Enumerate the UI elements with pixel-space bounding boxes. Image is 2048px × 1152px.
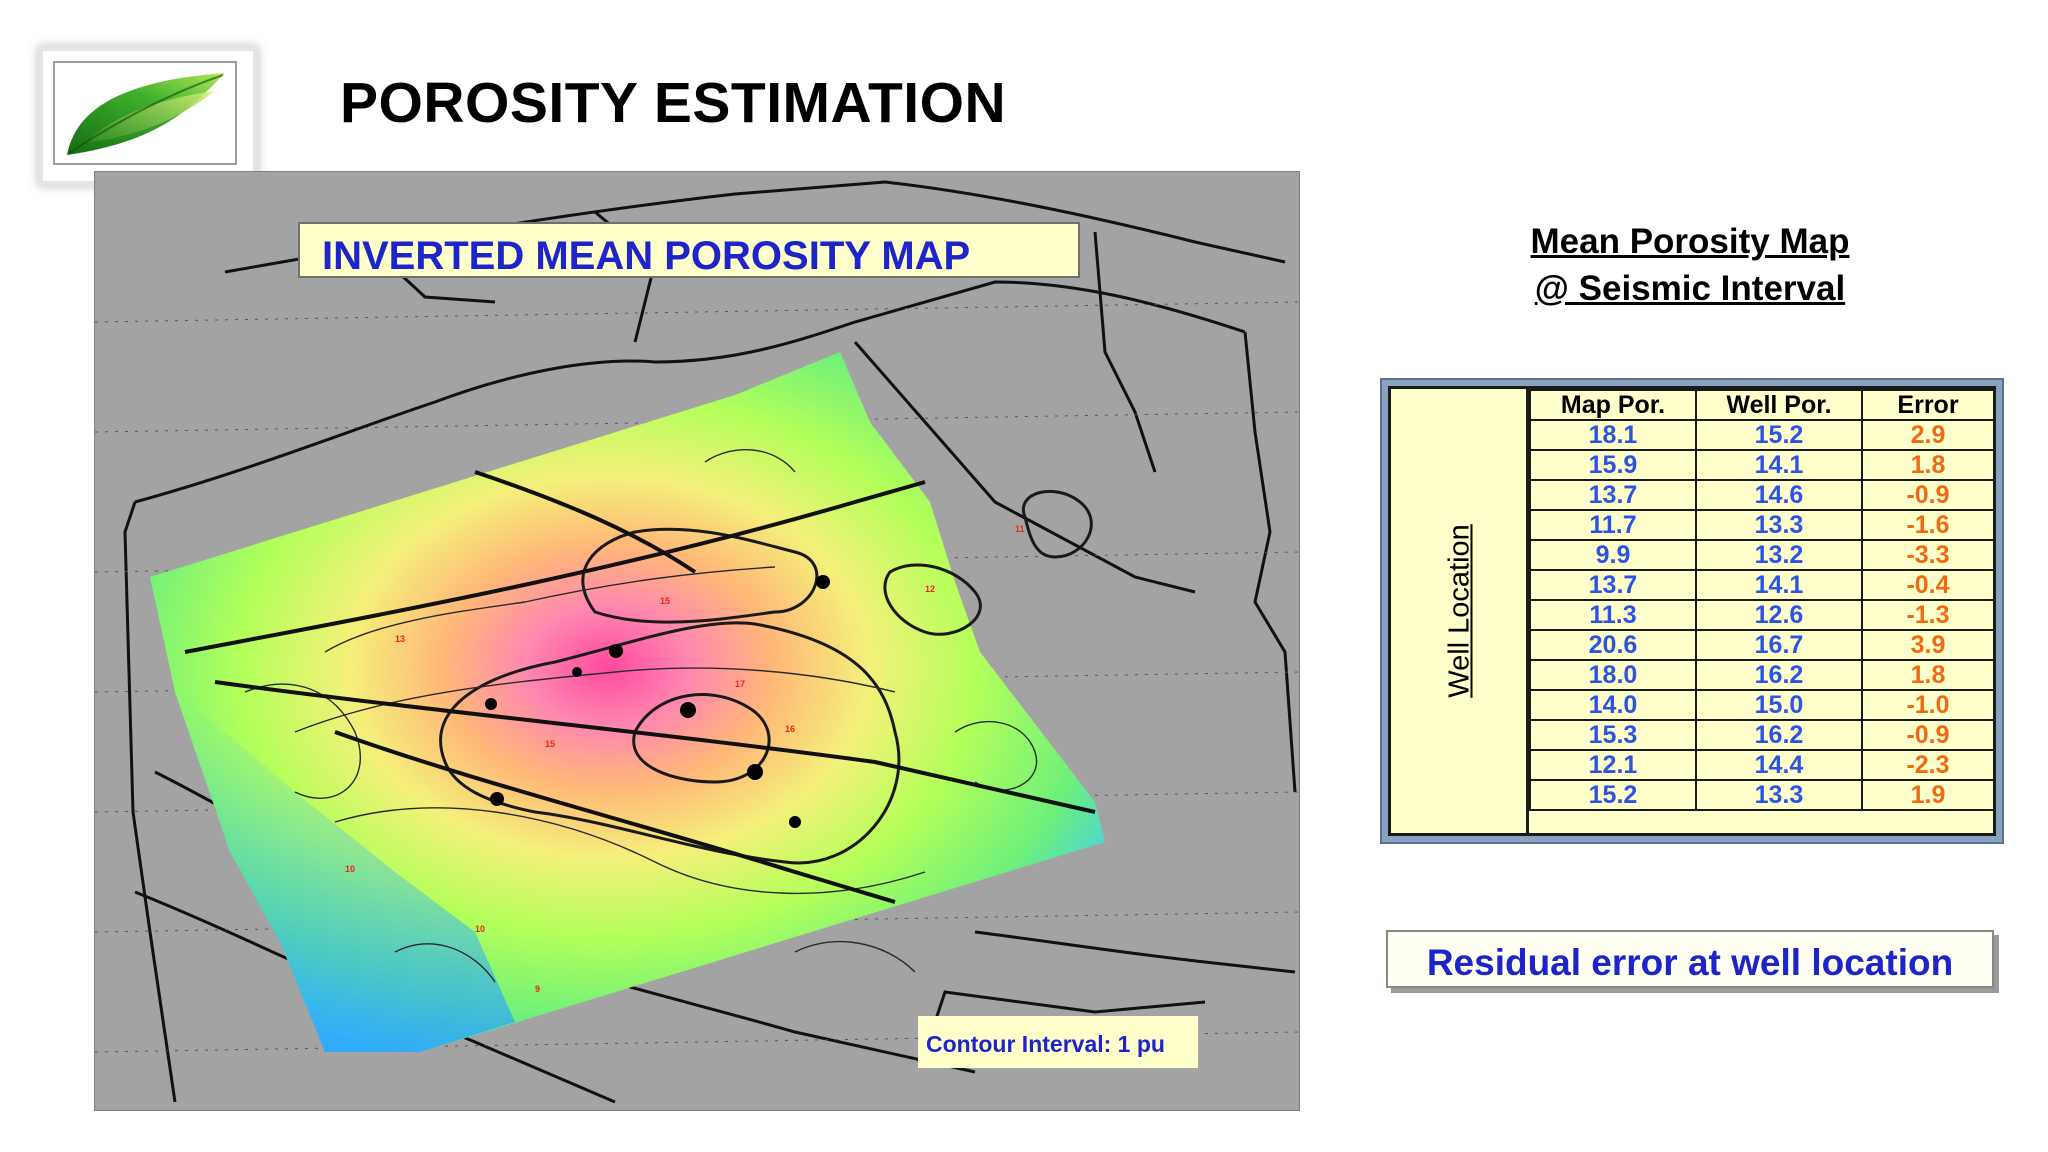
error-cell: -1.3	[1861, 599, 1995, 631]
table-row: 11.7 13.3 -1.6	[1529, 509, 1995, 541]
company-logo	[38, 46, 258, 186]
logo-frame	[53, 61, 237, 165]
table-row: 18.0 16.2 1.8	[1529, 659, 1995, 691]
residual-error-box: Residual error at well location	[1386, 930, 1994, 988]
map-title-box: INVERTED MEAN POROSITY MAP	[298, 222, 1080, 278]
table-row: 9.9 13.2 -3.3	[1529, 539, 1995, 571]
well-porosity-cell: 13.3	[1695, 509, 1863, 541]
svg-text:13: 13	[395, 634, 405, 644]
well-porosity-cell: 13.3	[1695, 779, 1863, 811]
table-row: 13.7 14.6 -0.9	[1529, 479, 1995, 511]
svg-text:10: 10	[475, 924, 485, 934]
side-title-line2: @ Seismic Interval	[1534, 269, 1846, 308]
well-location-cell: Well Location	[1391, 389, 1529, 833]
porosity-map-graphic: 15 17 16 15 12 11 13 10 9 10	[95, 180, 1299, 1104]
map-porosity-cell: 9.9	[1529, 539, 1697, 571]
svg-text:15: 15	[545, 739, 555, 749]
table-row: 20.6 16.7 3.9	[1529, 629, 1995, 661]
leaf-icon	[67, 73, 225, 155]
header-well-porosity: Well Por.	[1695, 389, 1863, 421]
table-row: 15.3 16.2 -0.9	[1529, 719, 1995, 751]
residual-error-label: Residual error at well location	[1426, 942, 1954, 983]
error-cell: -0.4	[1861, 569, 1995, 601]
error-cell: 2.9	[1861, 419, 1995, 451]
porosity-table-frame: Well Location Map Por. Well Por. Error 1…	[1380, 378, 2004, 844]
table-row: 18.1 15.2 2.9	[1529, 419, 1995, 451]
table-row: 12.1 14.4 -2.3	[1529, 749, 1995, 781]
map-porosity-cell: 15.2	[1529, 779, 1697, 811]
map-porosity-cell: 20.6	[1529, 629, 1697, 661]
porosity-data-table: Map Por. Well Por. Error 18.1 15.2 2.9 15.9…	[1529, 389, 1995, 811]
svg-text:15: 15	[660, 596, 670, 606]
side-title-line1: Mean Porosity Map	[1530, 222, 1850, 261]
svg-text:11: 11	[1015, 524, 1025, 534]
porosity-map-panel: 15 17 16 15 12 11 13 10 9 10	[94, 171, 1300, 1111]
side-panel-title: Mean Porosity Map @ Seismic Interval	[1470, 218, 1910, 312]
error-cell: 1.8	[1861, 449, 1995, 481]
error-cell: -0.9	[1861, 479, 1995, 511]
map-porosity-cell: 15.9	[1529, 449, 1697, 481]
map-porosity-cell: 13.7	[1529, 479, 1697, 511]
map-porosity-cell: 14.0	[1529, 689, 1697, 721]
well-porosity-cell: 16.2	[1695, 719, 1863, 751]
well-porosity-cell: 16.2	[1695, 659, 1863, 691]
map-porosity-cell: 11.7	[1529, 509, 1697, 541]
well-porosity-cell: 15.2	[1695, 419, 1863, 451]
map-porosity-cell: 11.3	[1529, 599, 1697, 631]
error-cell: 3.9	[1861, 629, 1995, 661]
error-cell: -1.0	[1861, 689, 1995, 721]
error-cell: -0.9	[1861, 719, 1995, 751]
svg-text:10: 10	[345, 864, 355, 874]
table-row: 14.0 15.0 -1.0	[1529, 689, 1995, 721]
map-porosity-cell: 18.0	[1529, 659, 1697, 691]
well-porosity-cell: 14.1	[1695, 569, 1863, 601]
header-map-porosity: Map Por.	[1529, 389, 1697, 421]
table-row: 15.9 14.1 1.8	[1529, 449, 1995, 481]
porosity-table: Well Location Map Por. Well Por. Error 1…	[1388, 386, 1996, 836]
table-row: 13.7 14.1 -0.4	[1529, 569, 1995, 601]
svg-text:16: 16	[785, 724, 795, 734]
well-porosity-cell: 14.6	[1695, 479, 1863, 511]
header-error: Error	[1861, 389, 1995, 421]
error-cell: -3.3	[1861, 539, 1995, 571]
page-title: POROSITY ESTIMATION	[340, 71, 1007, 135]
contour-interval-box: Contour Interval: 1 pu	[918, 1016, 1198, 1068]
svg-text:12: 12	[925, 584, 935, 594]
contour-interval-label: Contour Interval: 1 pu	[926, 1031, 1165, 1057]
well-porosity-cell: 14.4	[1695, 749, 1863, 781]
error-cell: 1.8	[1861, 659, 1995, 691]
svg-text:9: 9	[535, 984, 540, 994]
map-title: INVERTED MEAN POROSITY MAP	[322, 234, 971, 278]
well-porosity-cell: 15.0	[1695, 689, 1863, 721]
well-location-label: Well Location	[1443, 524, 1476, 698]
map-porosity-cell: 12.1	[1529, 749, 1697, 781]
table-row: 15.2 13.3 1.9	[1529, 779, 1995, 811]
svg-text:17: 17	[735, 679, 745, 689]
table-header-row: Map Por. Well Por. Error	[1529, 389, 1995, 421]
map-porosity-cell: 13.7	[1529, 569, 1697, 601]
error-cell: -1.6	[1861, 509, 1995, 541]
map-porosity-cell: 15.3	[1529, 719, 1697, 751]
table-row: 11.3 12.6 -1.3	[1529, 599, 1995, 631]
error-cell: 1.9	[1861, 779, 1995, 811]
well-porosity-cell: 16.7	[1695, 629, 1863, 661]
well-porosity-cell: 14.1	[1695, 449, 1863, 481]
map-porosity-cell: 18.1	[1529, 419, 1697, 451]
well-porosity-cell: 12.6	[1695, 599, 1863, 631]
well-porosity-cell: 13.2	[1695, 539, 1863, 571]
error-cell: -2.3	[1861, 749, 1995, 781]
